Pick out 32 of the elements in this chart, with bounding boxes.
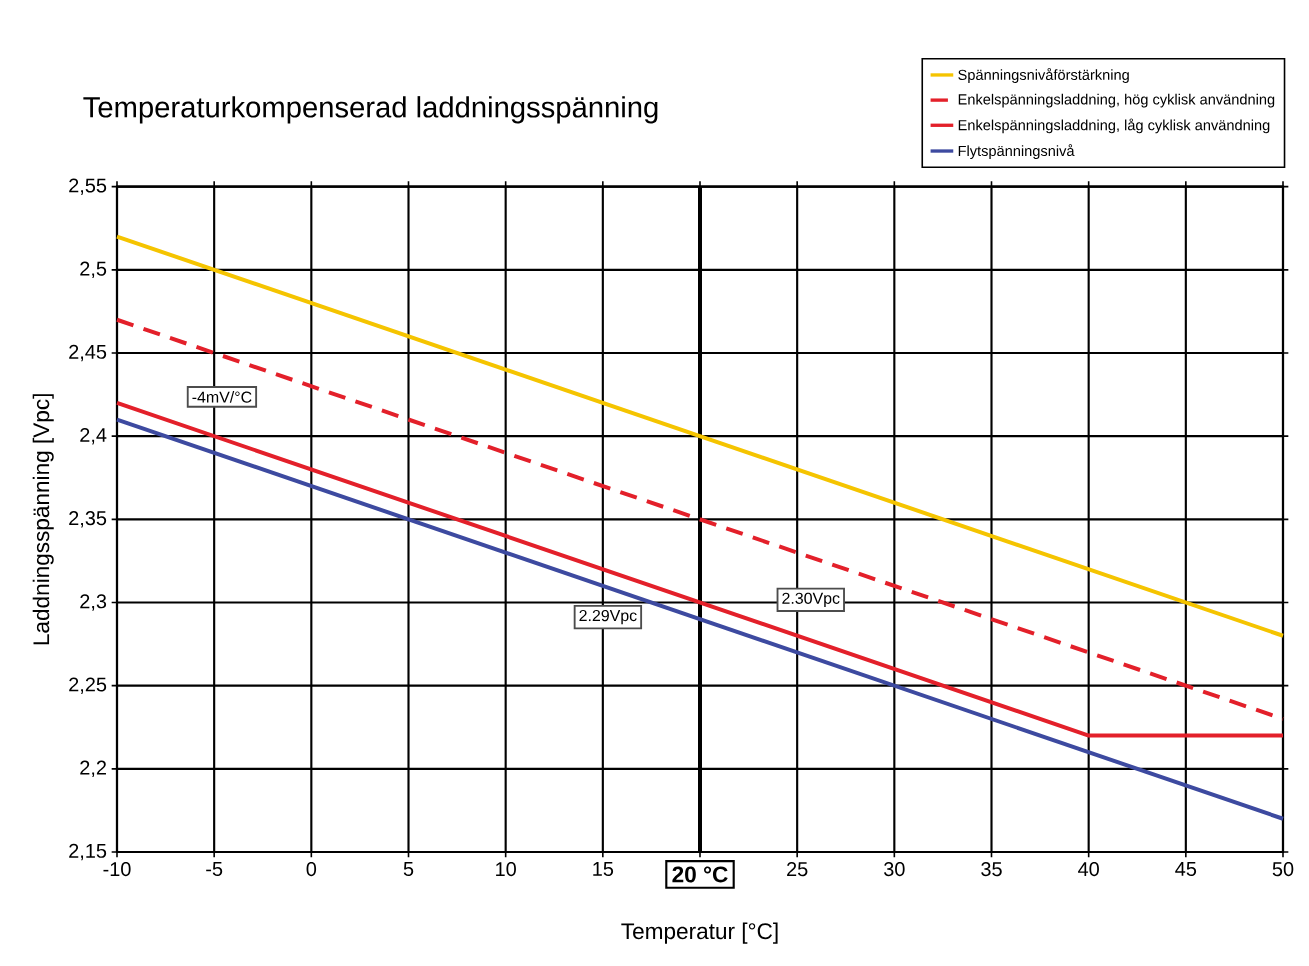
x-tick-label: 15 xyxy=(593,862,614,876)
legend-label: Spänningsnivåförstärkning xyxy=(958,68,1129,83)
annotation: 2.30Vpc xyxy=(782,592,840,608)
annotation: -4mV/°C xyxy=(192,391,252,403)
x-tick-label: 0 xyxy=(306,862,317,877)
x-tick-label: 50 xyxy=(1272,862,1294,877)
x-tick-label: -10 xyxy=(103,862,131,877)
x-tick-label: 5 xyxy=(403,862,414,876)
x-tick-label: 10 xyxy=(496,862,516,877)
y-tick-label: 2,55 xyxy=(69,178,107,195)
y-tick-label: 2,2 xyxy=(80,760,106,778)
x-axis-title: Temperatur [°C] xyxy=(621,922,778,944)
y-tick-label: 2,3 xyxy=(80,594,107,611)
x-tick-label: 35 xyxy=(981,862,1002,877)
x-tick-label: 45 xyxy=(1175,862,1197,876)
y-tick-label: 2,4 xyxy=(80,427,107,445)
y-tick-label: 2,25 xyxy=(69,677,107,694)
x-tick-label: 25 xyxy=(787,862,808,877)
legend-label: Flytspänningsnivå xyxy=(958,144,1075,159)
ref-line-label: 20 °C xyxy=(672,866,728,883)
legend-label: Enkelspänningsladdning, låg cyklisk användning xyxy=(958,118,1270,134)
x-tick-label: -5 xyxy=(206,862,223,876)
y-tick-label: 2,35 xyxy=(69,511,107,528)
y-axis-title: Laddningsspänning [Vpc] xyxy=(32,394,54,645)
x-tick-label: 30 xyxy=(884,862,905,877)
y-tick-label: 2,15 xyxy=(69,843,107,861)
x-tick-label: 40 xyxy=(1078,862,1099,877)
chart-title: Temperaturkompenserad laddningsspänning xyxy=(83,96,658,124)
annotation: 2.29Vpc xyxy=(579,609,637,625)
legend-label: Enkelspänningsladdning, hög cyklisk användning xyxy=(958,93,1275,108)
y-tick-label: 2,5 xyxy=(80,261,107,279)
y-tick-label: 2,45 xyxy=(69,344,107,362)
